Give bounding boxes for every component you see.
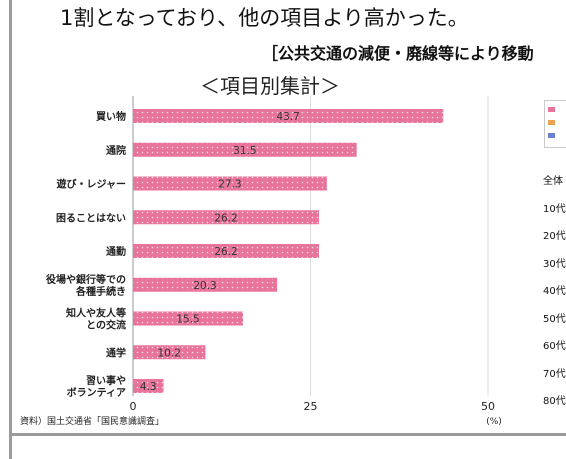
x-tick-label: 0	[130, 400, 137, 413]
data-label: 26.2	[214, 246, 237, 258]
section-subheading: ［公共交通の減便・廃線等により移動	[262, 44, 534, 63]
data-label: 4.3	[140, 381, 157, 393]
chart-title: ＜項目別集計＞	[200, 74, 340, 98]
category-label: 買い物	[96, 110, 126, 123]
x-axis-unit: (%)	[486, 417, 502, 427]
data-label: 10.2	[158, 347, 181, 359]
bar-texture	[133, 379, 164, 393]
source-note: 資料）国土交通省「国民意識調査」	[20, 417, 165, 427]
legend-swatch	[548, 107, 555, 112]
legend-swatch	[548, 120, 555, 125]
category-label: 通院	[106, 144, 126, 157]
data-label: 15.5	[176, 314, 199, 326]
bar-texture	[133, 244, 320, 258]
age-group-label: 20代	[543, 231, 566, 242]
age-group-label: 70代	[543, 368, 566, 380]
age-group-label: 30代	[543, 258, 566, 270]
bar-texture	[133, 142, 357, 157]
intro-text: 1割となっており、他の項目より高かった。	[60, 6, 469, 30]
data-label: 43.7	[276, 111, 299, 123]
x-tick-label: 50	[481, 400, 495, 413]
category-label: 困ることはない	[56, 212, 126, 224]
legend-swatch	[548, 133, 555, 138]
category-label: 習い事や	[86, 374, 126, 387]
category-label: 通勤	[106, 245, 126, 258]
category-label: 知人や友人等	[65, 307, 126, 320]
category-label: 通学	[106, 346, 126, 359]
bar-texture	[133, 109, 444, 123]
x-tick-label: 25	[304, 400, 318, 413]
data-label: 20.3	[193, 280, 216, 292]
age-breakdown-panel: 全体 10代 20代 30代 40代 50代 60代 70代 80代	[487, 92, 566, 432]
frame-left-border	[9, 0, 12, 459]
age-group-label: 10代	[543, 203, 566, 215]
bar-texture	[133, 345, 206, 360]
category-label: 各種手続き	[75, 285, 126, 298]
age-group-label: 50代	[543, 313, 566, 325]
age-group-label: 80代	[543, 396, 566, 407]
age-group-label: 40代	[543, 286, 566, 297]
category-label: ボランティア	[67, 386, 126, 399]
bar-texture	[133, 311, 244, 326]
category-label: との交流	[86, 319, 126, 332]
data-label: 27.3	[218, 179, 241, 191]
bar-texture	[133, 210, 320, 225]
category-label: 役場や銀行等での	[46, 273, 126, 286]
data-label: 31.5	[233, 145, 256, 157]
category-label: 遊び・レジャー	[57, 178, 127, 191]
bar-texture	[133, 277, 278, 292]
bar-texture	[133, 176, 327, 191]
age-group-label: 全体	[543, 176, 563, 187]
legend-box	[544, 100, 566, 148]
frame-bottom-border	[9, 433, 566, 436]
data-label: 26.2	[214, 212, 237, 224]
age-group-label: 60代	[543, 341, 566, 352]
